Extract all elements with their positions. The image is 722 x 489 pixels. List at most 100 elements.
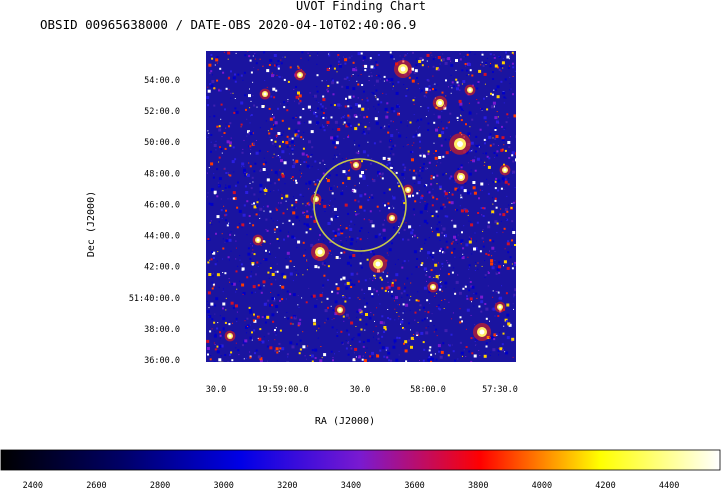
colorbar-tick-label: 4000 xyxy=(532,481,552,489)
noise-pixel xyxy=(511,337,515,341)
noise-pixel xyxy=(327,87,329,89)
noise-pixel xyxy=(264,315,266,318)
noise-pixel xyxy=(345,157,347,159)
noise-pixel xyxy=(334,300,338,304)
noise-pixel xyxy=(503,128,505,130)
noise-pixel xyxy=(419,360,420,361)
noise-pixel xyxy=(447,262,449,264)
noise-pixel xyxy=(394,319,396,321)
noise-pixel xyxy=(476,157,480,161)
noise-pixel xyxy=(247,252,251,256)
noise-pixel xyxy=(316,90,319,93)
noise-pixel xyxy=(435,275,439,279)
noise-pixel xyxy=(432,259,434,261)
noise-pixel xyxy=(491,308,493,310)
noise-pixel xyxy=(415,172,418,175)
noise-pixel xyxy=(308,201,310,203)
noise-pixel xyxy=(402,262,404,264)
noise-pixel xyxy=(494,116,498,120)
noise-pixel xyxy=(230,137,232,139)
noise-pixel xyxy=(321,357,323,359)
noise-pixel xyxy=(278,205,280,207)
noise-pixel xyxy=(332,230,335,233)
noise-pixel xyxy=(208,202,211,205)
noise-pixel xyxy=(394,171,396,173)
noise-pixel xyxy=(222,328,225,331)
noise-pixel xyxy=(273,153,275,155)
noise-pixel xyxy=(363,129,364,131)
noise-pixel xyxy=(419,167,421,168)
noise-pixel xyxy=(259,187,263,191)
noise-pixel xyxy=(336,335,339,337)
noise-pixel xyxy=(275,63,278,66)
noise-pixel xyxy=(263,157,265,159)
noise-pixel xyxy=(215,232,217,235)
noise-pixel xyxy=(268,132,271,135)
noise-pixel xyxy=(405,303,409,307)
y-tick-label: 36:00.0 xyxy=(144,356,180,366)
noise-pixel xyxy=(338,350,340,352)
noise-pixel xyxy=(471,118,474,121)
colorbar xyxy=(0,449,721,471)
noise-pixel xyxy=(467,214,469,216)
noise-pixel xyxy=(340,231,344,235)
noise-pixel xyxy=(348,168,349,170)
noise-pixel xyxy=(371,293,374,296)
noise-pixel xyxy=(388,124,390,126)
noise-pixel xyxy=(444,299,446,301)
noise-pixel xyxy=(322,159,324,162)
noise-pixel xyxy=(280,201,282,204)
noise-pixel xyxy=(304,249,306,251)
noise-pixel xyxy=(291,176,294,178)
noise-pixel xyxy=(398,354,400,356)
noise-pixel xyxy=(362,130,365,133)
noise-pixel xyxy=(468,111,472,115)
noise-pixel xyxy=(453,224,457,228)
noise-pixel xyxy=(346,171,348,173)
noise-pixel xyxy=(499,332,501,334)
noise-pixel xyxy=(435,210,438,213)
noise-pixel xyxy=(275,134,278,137)
noise-pixel xyxy=(216,168,219,171)
noise-pixel xyxy=(477,268,479,270)
noise-pixel xyxy=(355,326,357,327)
noise-pixel xyxy=(448,177,451,180)
noise-pixel xyxy=(412,99,415,102)
noise-pixel xyxy=(251,291,253,294)
noise-pixel xyxy=(496,222,499,225)
noise-pixel xyxy=(228,259,230,261)
noise-pixel xyxy=(443,308,445,309)
noise-pixel xyxy=(431,231,433,233)
noise-pixel xyxy=(320,108,323,111)
noise-pixel xyxy=(392,196,396,200)
noise-pixel xyxy=(220,198,222,200)
noise-pixel xyxy=(288,231,289,233)
noise-pixel xyxy=(428,355,430,357)
noise-pixel xyxy=(385,286,389,290)
noise-pixel xyxy=(417,291,419,293)
noise-pixel xyxy=(493,152,496,154)
noise-pixel xyxy=(484,274,487,277)
noise-pixel xyxy=(364,64,368,68)
noise-pixel xyxy=(321,105,324,108)
noise-pixel xyxy=(435,67,439,71)
noise-pixel xyxy=(389,318,392,321)
noise-pixel xyxy=(281,76,283,78)
noise-pixel xyxy=(402,58,405,61)
noise-pixel xyxy=(368,219,370,221)
noise-pixel xyxy=(473,247,476,251)
noise-pixel xyxy=(328,52,330,54)
noise-pixel xyxy=(282,140,284,143)
noise-pixel xyxy=(430,52,432,54)
noise-pixel xyxy=(417,321,419,323)
noise-pixel xyxy=(332,158,334,160)
noise-pixel xyxy=(267,299,270,302)
noise-pixel xyxy=(253,329,256,332)
noise-pixel xyxy=(331,326,334,329)
noise-pixel xyxy=(346,57,348,59)
noise-pixel xyxy=(410,329,411,331)
noise-pixel xyxy=(513,296,515,298)
noise-pixel xyxy=(485,342,488,345)
noise-pixel xyxy=(392,345,396,349)
noise-pixel xyxy=(506,313,510,317)
